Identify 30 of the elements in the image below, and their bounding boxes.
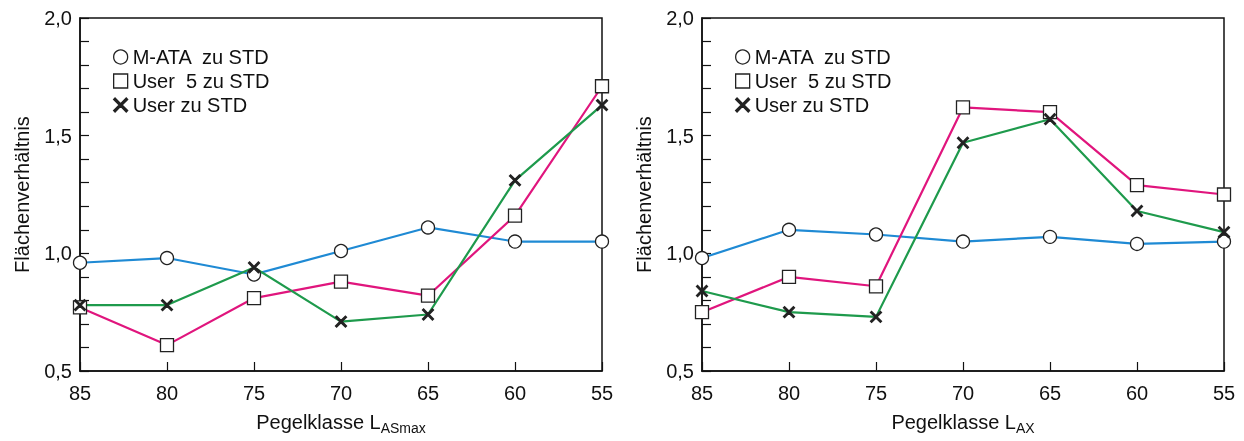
x-tick-label: 75 [864,382,888,404]
x-tick-label: 60 [1125,382,1149,404]
legend-label: User 5 zu STD [132,70,270,92]
x-tick-label: 55 [590,382,614,404]
y-axis-title: Flächenverhältnis [633,116,655,273]
y-tick-label: 1,5 [44,124,72,147]
x-tick-label: 55 [1212,382,1236,404]
x-tick-label: 75 [242,382,266,404]
x-tick-label: 80 [777,382,801,404]
y-tick-label: 2,0 [666,7,694,29]
x-tick-label: 85 [68,382,92,404]
legend-label: M-ATA zu STD [754,46,891,68]
legend-label: M-ATA zu STD [132,46,269,68]
x-tick-label: 70 [951,382,975,404]
x-tick-label: 70 [329,382,353,404]
x-tick-label: 80 [155,382,179,404]
x-tick-label: 65 [416,382,440,404]
y-tick-label: 1,0 [44,242,72,265]
y-tick-label: 2,0 [44,7,72,29]
legend-label: User zu STD [754,94,870,116]
x-tick-label: 85 [690,382,714,404]
x-tick-label: 60 [503,382,527,404]
y-tick-label: 0,5 [666,360,694,382]
y-axis-title: Flächenverhältnis [11,116,33,273]
legend-label: User zu STD [132,94,248,116]
x-tick-label: 65 [1038,382,1062,404]
legend-label: User 5 zu STD [754,70,892,92]
y-tick-label: 1,5 [666,124,694,147]
y-tick-label: 0,5 [44,360,72,382]
y-tick-label: 1,0 [666,242,694,265]
